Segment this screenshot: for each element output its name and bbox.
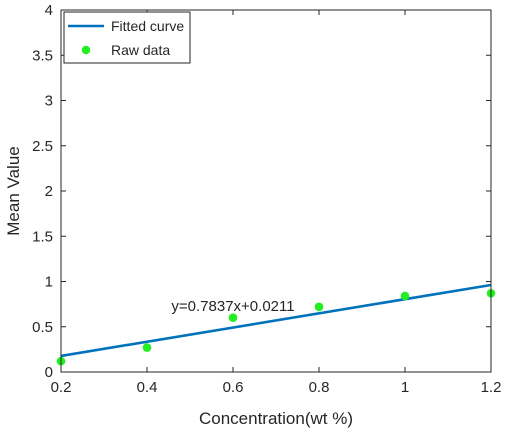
x-axis-title: Concentration(wt %)	[199, 409, 353, 428]
y-axis-title: Mean Value	[4, 146, 23, 235]
legend-dot-swatch	[81, 45, 91, 55]
y-tick-label: 0.5	[32, 319, 53, 336]
x-tick-label: 1	[401, 379, 409, 396]
y-tick-label: 2	[45, 183, 53, 200]
x-tick-label: 0.8	[309, 379, 330, 396]
x-tick-label: 0.4	[137, 379, 158, 396]
fit-equation-annotation: y=0.7837x+0.0211	[171, 298, 294, 315]
axes-layer: 0.2 0.4 0.6 0.8 1 1.2 0 0.5 1 1.5 2 2.5 3 3.5 4 Concent…	[4, 2, 501, 428]
x-tick-label: 0.2	[51, 379, 72, 396]
legend-label: Raw data	[111, 42, 170, 58]
x-tick-label: 1.2	[481, 379, 502, 396]
y-tick-label: 2.5	[32, 138, 53, 155]
plot-background	[61, 10, 491, 372]
y-tick-label: 3	[45, 93, 53, 110]
marks-layer	[56, 283, 496, 366]
y-tick-label: 4	[45, 2, 53, 19]
raw-data-point	[400, 291, 410, 301]
raw-data-point	[142, 343, 152, 352]
x-tick-label: 0.6	[223, 379, 244, 396]
legend: Fitted curve Raw data	[63, 11, 191, 64]
raw-data-point	[314, 302, 324, 312]
raw-data-point	[228, 313, 238, 323]
legend-label: Fitted curve	[111, 18, 184, 34]
y-tick-label: 0	[45, 364, 53, 381]
y-tick-label: 1	[45, 274, 53, 291]
fitted-curve-line	[60, 283, 492, 358]
annotation-layer: y=0.7837x+0.0211	[171, 298, 294, 315]
y-tick-label: 3.5	[32, 47, 53, 64]
legend-box	[63, 11, 191, 64]
y-tick-label: 1.5	[32, 228, 53, 245]
